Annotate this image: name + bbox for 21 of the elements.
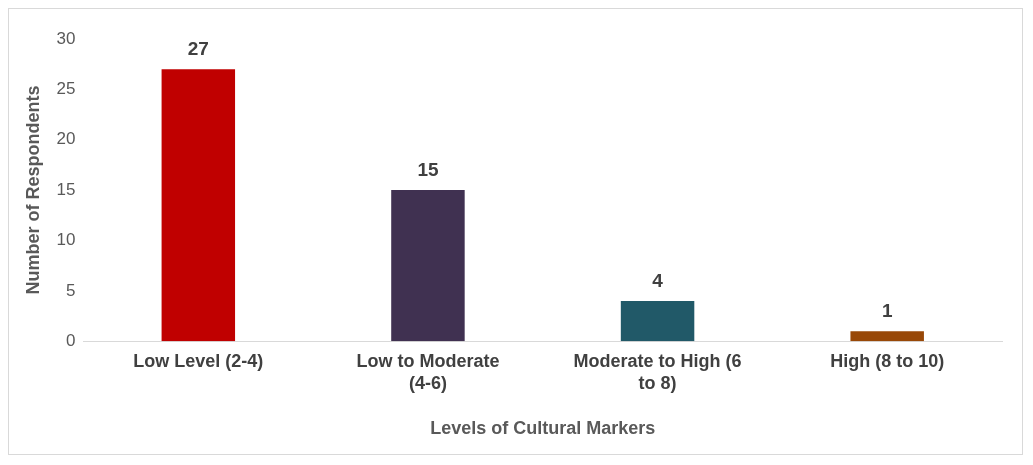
x-tick-label: Low Level (2-4)	[133, 350, 264, 371]
x-tick-label: High (8 to 10)	[830, 350, 945, 371]
y-tick-label: 20	[56, 129, 76, 149]
bar	[391, 190, 465, 342]
bar	[620, 300, 695, 342]
y-tick-label: 10	[56, 230, 76, 250]
data-label: 15	[417, 158, 439, 180]
bar	[161, 69, 236, 342]
y-tick-label: 30	[56, 28, 76, 48]
y-tick-label: 15	[56, 179, 76, 199]
x-tick-label: Moderate to High (6 to 8)	[573, 350, 742, 393]
y-axis-title: Number of Respondents	[22, 85, 43, 295]
data-label: 1	[881, 299, 893, 321]
y-tick-label: 0	[66, 330, 76, 350]
x-axis-title: Levels of Cultural Markers	[430, 418, 656, 439]
data-label: 4	[652, 269, 664, 291]
x-tick-label: Low to Moderate (4-6)	[356, 350, 500, 393]
y-tick-label: 5	[66, 280, 76, 300]
bar	[850, 331, 924, 342]
data-label: 27	[187, 37, 209, 59]
y-tick-label: 25	[56, 79, 76, 99]
